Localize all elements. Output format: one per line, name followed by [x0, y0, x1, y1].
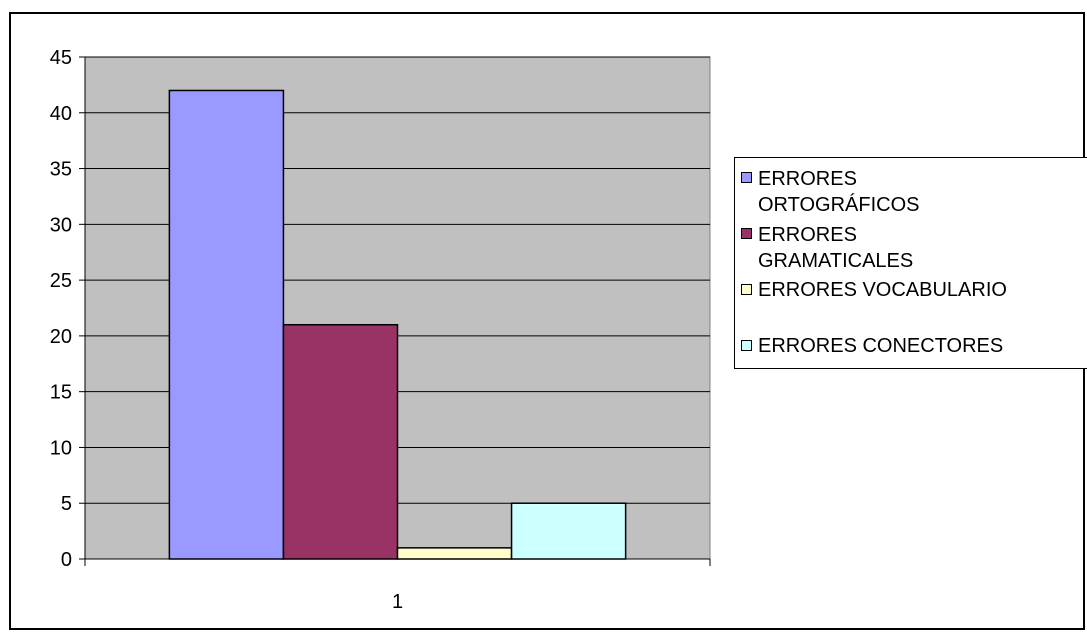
y-tick-label-0: 0 [61, 549, 72, 571]
legend-label-vocabulario: ERRORES VOCABULARIO [758, 279, 1007, 301]
y-tick-label-3: 15 [50, 382, 72, 404]
legend-label-conectores: ERRORES CONECTORES [758, 335, 1004, 357]
legend-swatch-vocabulario [741, 284, 752, 295]
legend-label-ortograficos: ERRORES ORTOGRÁFICOS [758, 168, 920, 216]
y-tick-label-5: 25 [50, 270, 72, 292]
y-tick-label-7: 35 [50, 159, 72, 181]
x-tick-label-0: 1 [392, 591, 403, 613]
y-tick-label-9: 45 [50, 47, 72, 69]
y-tick-label-2: 10 [50, 437, 72, 459]
bar-1-0 [282, 323, 399, 560]
legend-label-gramaticales: ERRORES GRAMATICALES [758, 224, 914, 272]
chart-legend: ERRORES ORTOGRÁFICOS ERRORES GRAMATICALE… [734, 157, 1087, 369]
y-tick-label-8: 40 [50, 103, 72, 125]
legend-swatch-ortograficos [741, 172, 752, 183]
legend-swatch-conectores [741, 340, 752, 351]
bar-2-0 [396, 547, 513, 560]
y-tick-label-6: 30 [50, 214, 72, 236]
y-tick-label-4: 20 [50, 326, 72, 348]
y-tick-label-1: 5 [61, 493, 72, 515]
legend-swatch-gramaticales [741, 228, 752, 239]
bar-0-0 [168, 89, 285, 560]
bar-3-0 [510, 502, 627, 560]
